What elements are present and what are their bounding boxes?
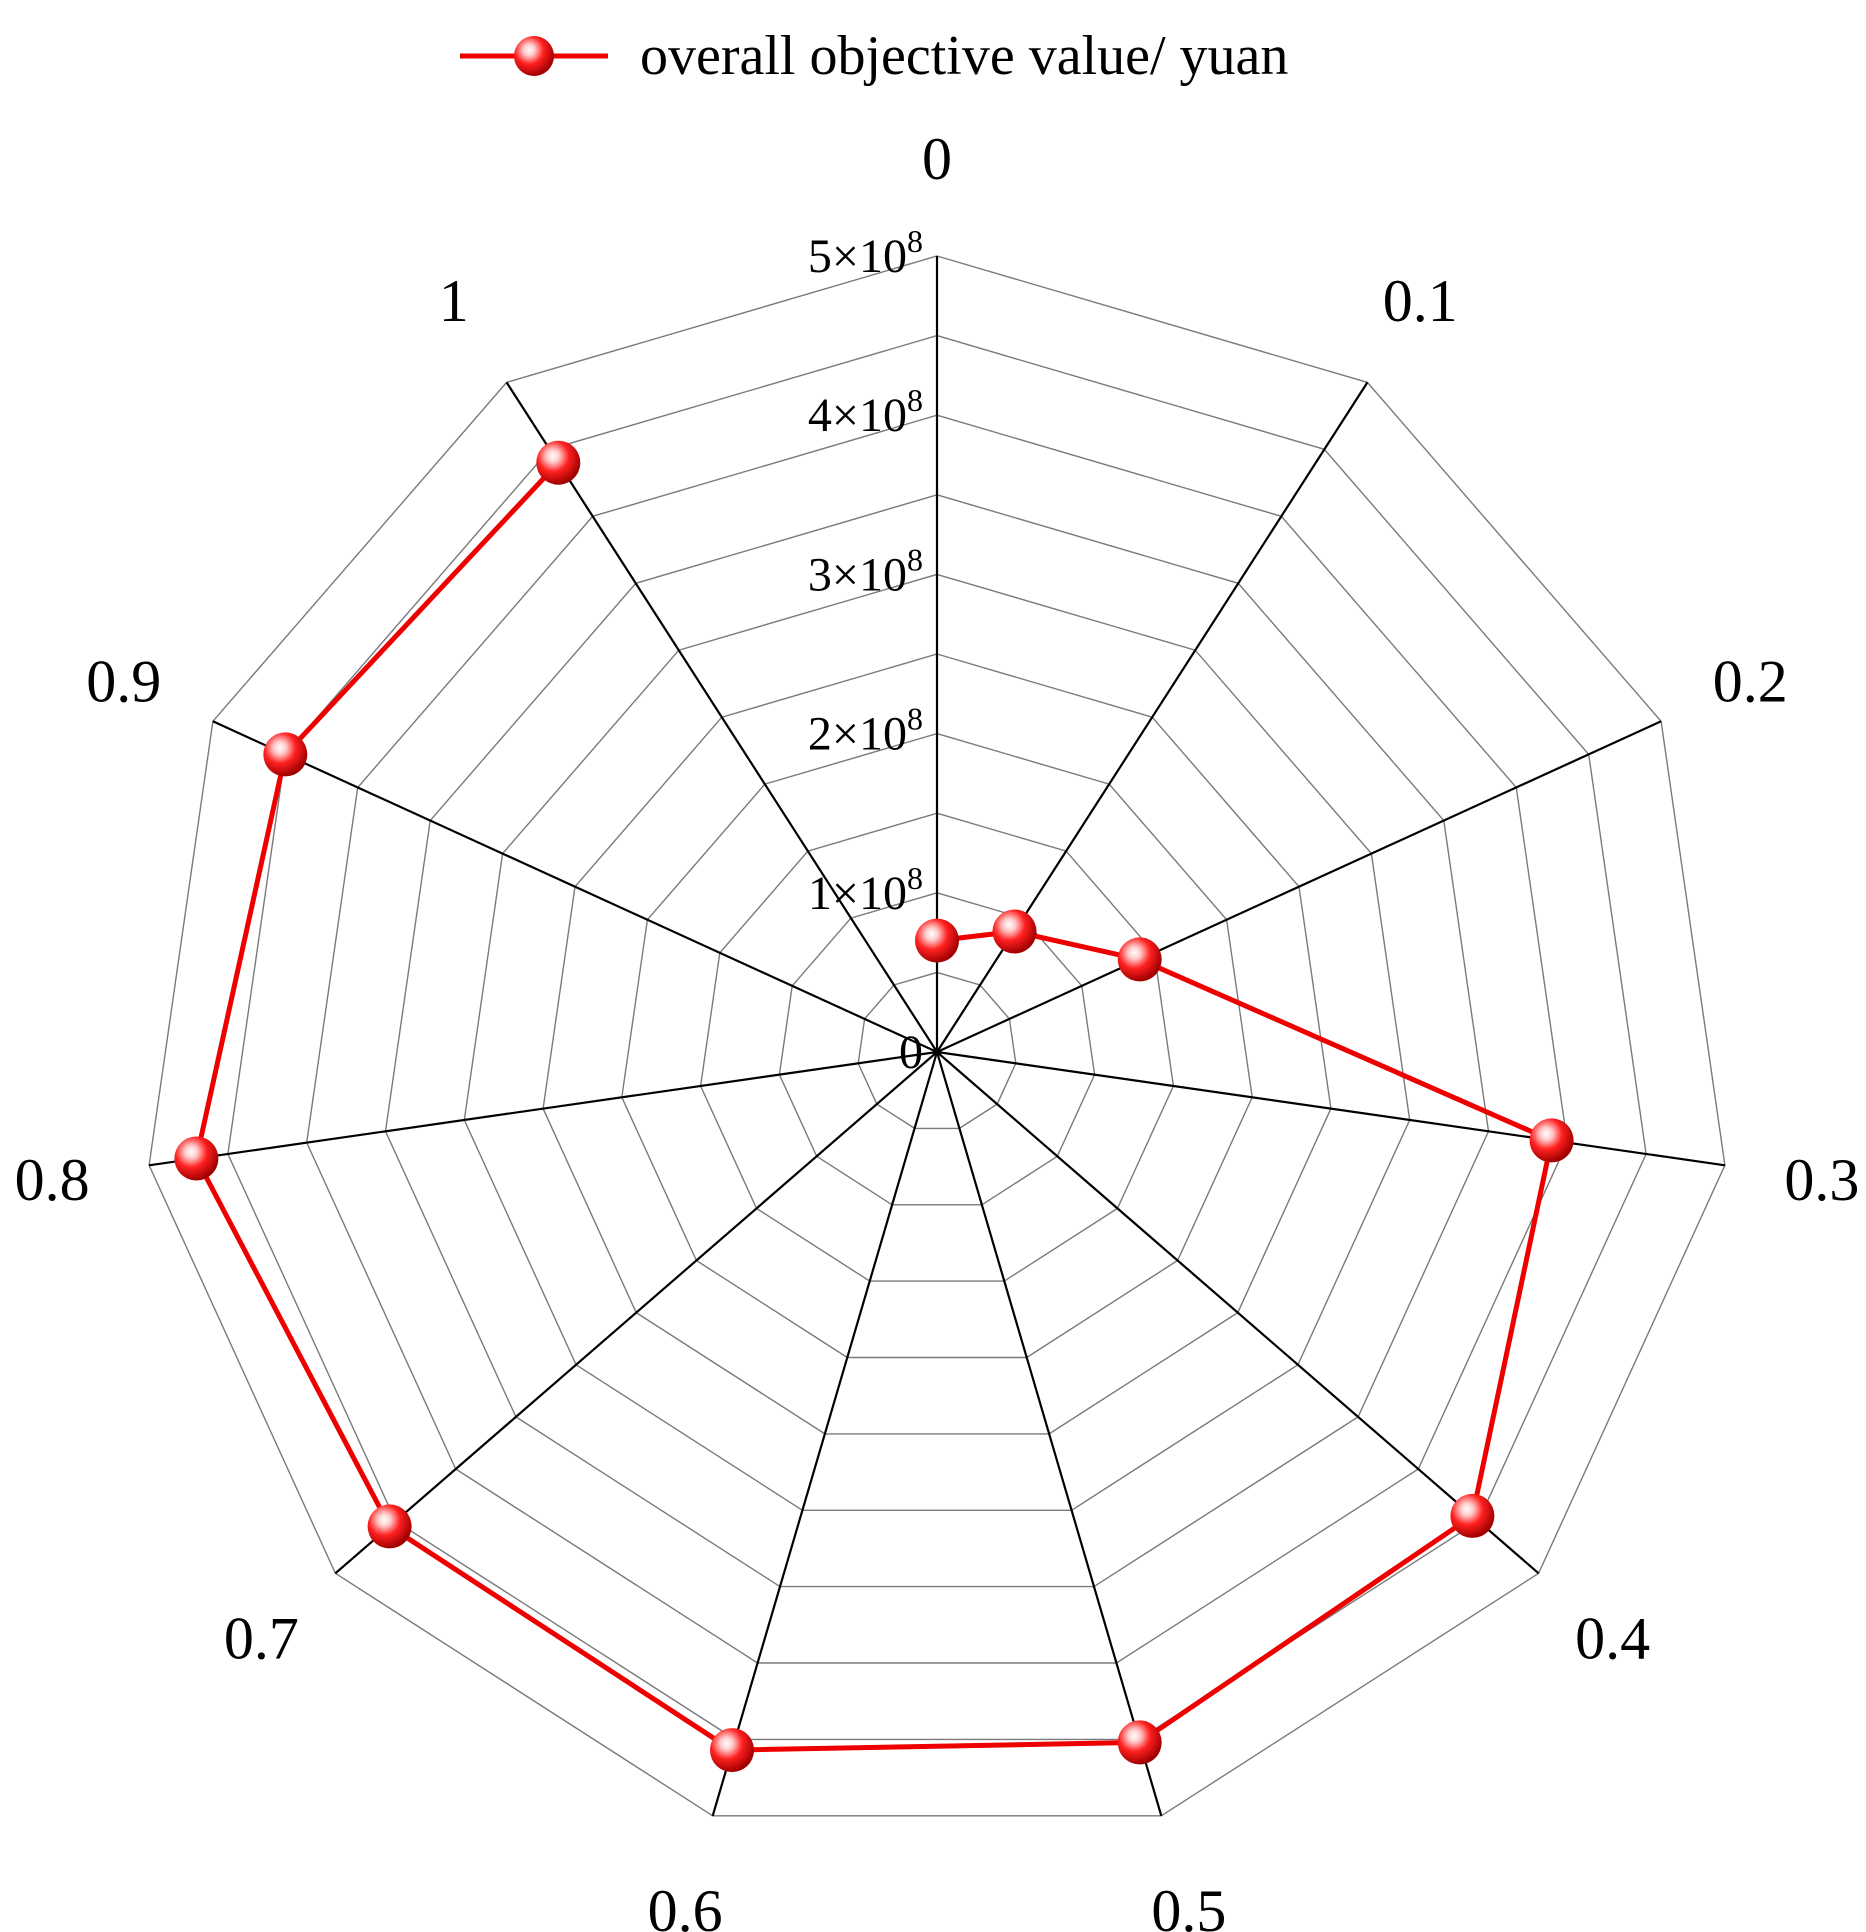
- spoke-line: [935, 1051, 1163, 1817]
- grid: [148, 255, 1726, 1817]
- spoke-line: [711, 1051, 939, 1817]
- category-labels: 0 0.1 0.2 0.3 0.4 0.5 0.6 0.7 0.8 0.9 1: [15, 126, 1860, 1932]
- legend: overall objective value/ yuan: [460, 25, 1288, 87]
- radial-tick-label: 0: [899, 1026, 923, 1079]
- category-label: 0.7: [224, 1605, 299, 1671]
- grid-ring: [305, 414, 1569, 1664]
- grid-ring: [227, 334, 1647, 1741]
- grid-ring: [621, 732, 1253, 1359]
- grid-ring: [542, 653, 1332, 1435]
- legend-marker: [514, 36, 554, 76]
- radial-tick-label: 4×108: [808, 382, 923, 442]
- data-point: [1117, 937, 1162, 982]
- grid-ring: [384, 494, 1490, 1588]
- category-label: 0.9: [86, 649, 161, 715]
- radial-tick-label: 2×108: [808, 701, 923, 761]
- data-point: [1450, 1493, 1495, 1538]
- grid-ring: [463, 573, 1411, 1512]
- spoke-line: [505, 381, 938, 1053]
- data-series: [174, 440, 1574, 1773]
- spoke-line: [936, 720, 1662, 1054]
- category-label: 0.2: [1713, 649, 1788, 715]
- data-point: [1529, 1118, 1574, 1163]
- spoke-line: [334, 1051, 938, 1575]
- category-label: 0.6: [648, 1878, 723, 1932]
- spoke-line: [936, 1051, 1540, 1575]
- category-label: 1: [439, 268, 469, 334]
- radial-tick-labels: 0 1×108 2×108 3×108 4×108 5×108: [808, 223, 923, 1079]
- data-point: [992, 909, 1037, 954]
- category-label: 0.8: [15, 1147, 90, 1213]
- data-point: [174, 1136, 219, 1181]
- grid-ring: [148, 255, 1726, 1817]
- data-point: [536, 440, 581, 485]
- spokes: [148, 256, 1726, 1817]
- spoke-line: [212, 720, 938, 1054]
- data-point: [710, 1728, 754, 1773]
- spoke-line: [936, 1050, 1726, 1167]
- legend-label: overall objective value/ yuan: [640, 25, 1288, 87]
- category-label: 0.1: [1383, 268, 1458, 334]
- grid-ring: [699, 812, 1175, 1282]
- radial-tick-label: 3×108: [808, 541, 923, 601]
- data-point: [367, 1504, 412, 1549]
- category-label: 0.3: [1784, 1147, 1859, 1213]
- radial-tick-label: 1×108: [808, 860, 923, 920]
- data-point: [263, 732, 308, 777]
- category-label: 0: [922, 126, 952, 192]
- category-label: 0.5: [1151, 1878, 1226, 1932]
- grid-ring: [857, 971, 1017, 1130]
- spoke-line: [148, 1050, 938, 1167]
- grid-ring: [778, 892, 1096, 1206]
- category-label: 0.4: [1575, 1605, 1650, 1671]
- data-point: [1117, 1720, 1162, 1765]
- radial-tick-label: 5×108: [808, 223, 923, 283]
- data-point: [915, 918, 959, 963]
